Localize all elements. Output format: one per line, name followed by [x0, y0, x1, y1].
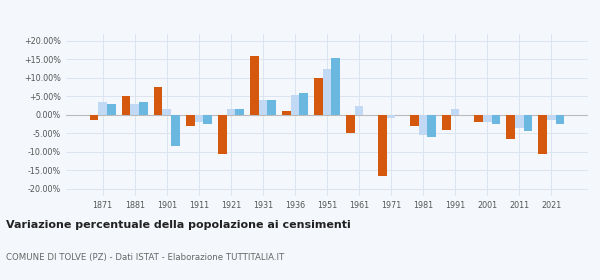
- Bar: [250, 56, 259, 115]
- Bar: [323, 69, 331, 115]
- Bar: [483, 115, 491, 122]
- Bar: [538, 115, 547, 153]
- Bar: [427, 115, 436, 137]
- Bar: [218, 115, 227, 153]
- Bar: [299, 93, 308, 115]
- Bar: [186, 115, 194, 126]
- Bar: [227, 109, 235, 115]
- Bar: [491, 115, 500, 124]
- Bar: [442, 115, 451, 130]
- Bar: [314, 78, 323, 115]
- Bar: [515, 115, 524, 128]
- Bar: [194, 115, 203, 122]
- Bar: [355, 106, 364, 115]
- Bar: [171, 115, 180, 146]
- Bar: [259, 100, 267, 115]
- Text: COMUNE DI TOLVE (PZ) - Dati ISTAT - Elaborazione TUTTITALIA.IT: COMUNE DI TOLVE (PZ) - Dati ISTAT - Elab…: [6, 253, 284, 262]
- Bar: [524, 115, 532, 131]
- Bar: [331, 58, 340, 115]
- Bar: [451, 109, 460, 115]
- Bar: [203, 115, 212, 124]
- Bar: [139, 102, 148, 115]
- Bar: [474, 115, 483, 122]
- Bar: [154, 87, 163, 115]
- Bar: [378, 115, 387, 176]
- Bar: [235, 109, 244, 115]
- Bar: [267, 100, 276, 115]
- Bar: [410, 115, 419, 126]
- Bar: [122, 96, 130, 115]
- Bar: [547, 115, 556, 120]
- Bar: [290, 95, 299, 115]
- Bar: [387, 115, 395, 118]
- Bar: [419, 115, 427, 135]
- Bar: [506, 115, 515, 139]
- Bar: [163, 109, 171, 115]
- Bar: [282, 111, 290, 115]
- Bar: [90, 115, 98, 120]
- Bar: [556, 115, 564, 124]
- Bar: [346, 115, 355, 133]
- Bar: [98, 102, 107, 115]
- Bar: [130, 104, 139, 115]
- Text: Variazione percentuale della popolazione ai censimenti: Variazione percentuale della popolazione…: [6, 220, 351, 230]
- Bar: [107, 104, 116, 115]
